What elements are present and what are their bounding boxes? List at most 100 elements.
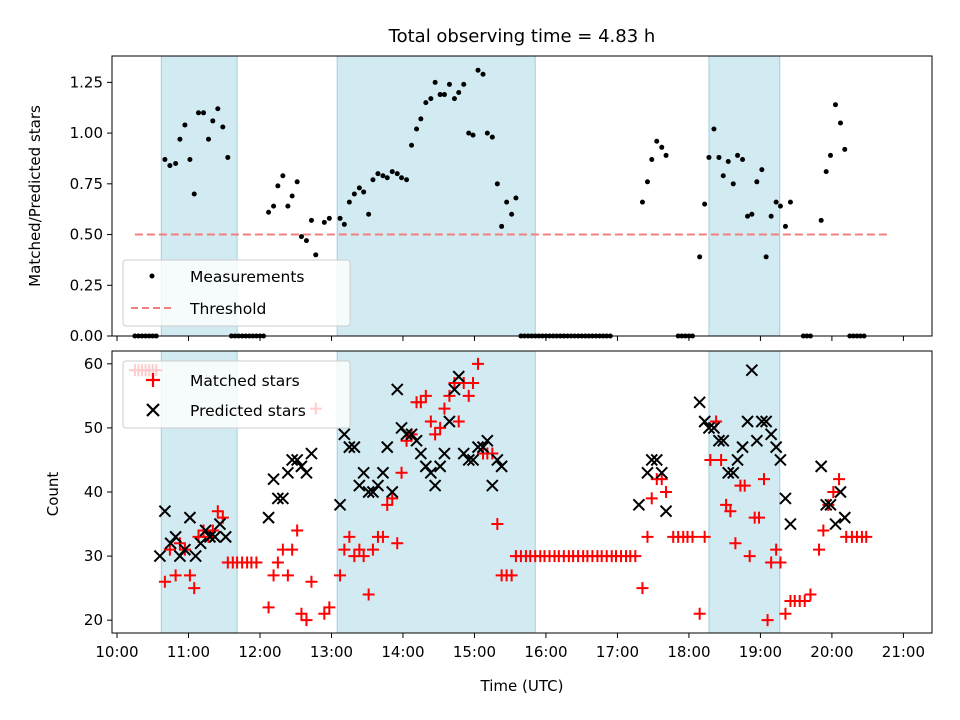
matched-point-7 — [158, 575, 171, 588]
predicted-point-60 — [641, 466, 654, 479]
predicted-point-40 — [410, 434, 423, 447]
predicted-point-56 — [486, 479, 499, 492]
predicted-star-points — [153, 364, 851, 563]
bottom-ylabel: Count — [44, 472, 62, 517]
predicted-point-28 — [353, 479, 366, 492]
matched-point-141 — [827, 486, 840, 498]
measurement-point-144 — [827, 152, 833, 158]
matched-point-29 — [271, 556, 284, 569]
measurement-point-109 — [644, 179, 650, 185]
xtick-label-2: 12:00 — [238, 643, 281, 661]
xtick-label-3: 13:00 — [310, 643, 353, 661]
measurement-point-137 — [782, 223, 788, 229]
predicted-point-75 — [741, 415, 754, 428]
predicted-point-82 — [774, 453, 787, 467]
matched-point-35 — [300, 614, 313, 627]
predicted-point-36 — [391, 383, 404, 396]
matched-point-53 — [395, 466, 408, 479]
matched-point-124 — [743, 550, 756, 563]
predicted-point-16 — [271, 492, 285, 505]
matched-point-116 — [704, 453, 717, 466]
matched-point-36 — [305, 575, 318, 588]
xtick-label-9: 19:00 — [739, 643, 782, 661]
measurement-point-51 — [370, 177, 376, 183]
ytick-label-1-1: 30 — [84, 547, 103, 565]
predicted-point-79 — [759, 415, 773, 428]
measurement-point-47 — [351, 191, 357, 197]
matched-point-121 — [729, 537, 742, 550]
matched-point-33 — [291, 524, 304, 537]
predicted-point-63 — [655, 466, 668, 479]
ytick-label-0-4: 1.00 — [70, 124, 103, 142]
measurement-point-111 — [654, 138, 660, 144]
ytick-label-0-0: 0.00 — [70, 327, 103, 345]
predicted-point-81 — [769, 440, 783, 454]
measurement-point-81 — [513, 195, 519, 201]
measurement-point-71 — [466, 130, 472, 136]
measurement-point-123 — [716, 154, 722, 160]
matched-point-41 — [338, 543, 351, 556]
measurement-point-56 — [394, 171, 400, 177]
matched-point-130 — [770, 543, 783, 556]
top-y-ticks: 0.00 0.25 0.50 0.75 1.00 1.25 — [70, 73, 112, 345]
measurement-point-13 — [191, 191, 197, 197]
measurement-point-77 — [494, 181, 500, 187]
xtick-label-1: 11:00 — [167, 643, 210, 661]
measurement-point-52 — [375, 171, 381, 177]
predicted-point-34 — [381, 440, 394, 454]
measurement-point-120 — [702, 201, 708, 207]
ytick-label-0-1: 0.25 — [70, 276, 103, 294]
matched-point-12 — [183, 569, 196, 582]
ytick-label-1-3: 50 — [84, 419, 103, 437]
predicted-point-78 — [755, 415, 769, 428]
measurement-point-50 — [366, 211, 372, 217]
predicted-point-25 — [338, 428, 351, 441]
measurement-point-11 — [182, 122, 188, 128]
matched-point-136 — [798, 594, 811, 607]
legend-predicted-marker — [146, 403, 160, 417]
measurement-point-130 — [749, 211, 755, 217]
measurement-point-138 — [787, 199, 793, 205]
measurement-point-54 — [384, 175, 390, 181]
predicted-point-64 — [659, 505, 673, 518]
predicted-point-58 — [495, 460, 508, 473]
predicted-point-19 — [285, 453, 299, 467]
measurement-point-69 — [456, 90, 462, 96]
xtick-label-4: 14:00 — [381, 643, 424, 661]
measurement-point-132 — [759, 167, 765, 173]
ytick-label-1-0: 20 — [84, 611, 103, 629]
matched-point-138 — [813, 543, 826, 556]
matched-point-73 — [491, 518, 504, 531]
measurement-point-60 — [414, 126, 420, 132]
ytick-label-1-2: 40 — [84, 483, 103, 501]
bottom-x-ticks: 10:00 11:00 12:00 13:00 14:00 15:00 16:00 17:00… — [95, 633, 925, 661]
predicted-point-76 — [745, 364, 759, 377]
predicted-point-57 — [491, 453, 504, 467]
measurement-point-65 — [437, 92, 443, 98]
measurement-point-57 — [399, 175, 405, 181]
matched-point-50 — [381, 498, 394, 511]
predicted-point-7 — [189, 549, 202, 563]
predicted-point-17 — [276, 492, 290, 505]
measurement-point-44 — [337, 215, 343, 221]
measurement-point-74 — [480, 71, 486, 77]
predicted-point-52 — [466, 453, 480, 467]
matched-point-115 — [698, 530, 711, 543]
predicted-point-24 — [333, 498, 347, 512]
measurement-point-46 — [346, 199, 352, 205]
matched-point-72 — [486, 447, 499, 460]
predicted-point-3 — [169, 530, 182, 544]
matched-point-26 — [250, 556, 263, 569]
matched-point-119 — [720, 498, 733, 511]
measurement-point-134 — [768, 213, 774, 219]
measurement-point-17 — [210, 118, 216, 124]
shaded-interval-0-2 — [708, 55, 781, 337]
matched-point-45 — [357, 550, 370, 563]
measurement-point-70 — [461, 81, 467, 87]
predicted-point-44 — [428, 479, 442, 492]
predicted-point-49 — [452, 370, 465, 383]
matched-point-107 — [655, 473, 668, 486]
bottom-legend-box — [122, 360, 351, 429]
measurement-point-37 — [294, 179, 300, 185]
